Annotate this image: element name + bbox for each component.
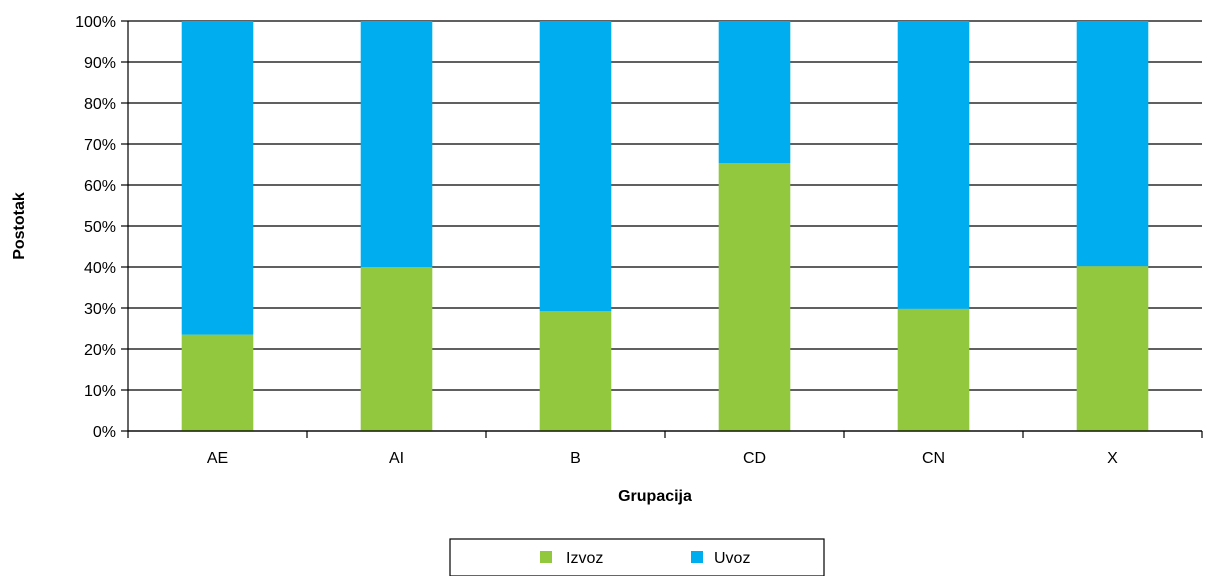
y-tick-label: 60% [84, 178, 116, 195]
legend: Izvoz Uvoz [449, 538, 825, 576]
x-tick-labels: AE AI B CD CN X [207, 450, 1118, 467]
bar-uvoz-ae [181, 21, 254, 335]
bar-izvoz-x [1076, 266, 1149, 431]
legend-swatch-uvoz [691, 551, 703, 563]
bar-izvoz-cn [897, 308, 970, 431]
legend-box [449, 538, 825, 576]
y-tick-label: 80% [84, 96, 116, 113]
axes [121, 20, 1203, 438]
bar-izvoz-ae [181, 334, 254, 431]
x-tick-label: X [1107, 450, 1118, 467]
bars [181, 21, 1149, 431]
y-axis-title: Postotak [11, 192, 28, 260]
bar-uvoz-b [539, 21, 612, 312]
y-tick-label: 30% [84, 301, 116, 318]
y-tick-label: 20% [84, 342, 116, 359]
y-tick-label: 0% [93, 424, 116, 441]
legend-swatch-izvoz [540, 551, 552, 563]
y-tick-labels: 0% 10% 20% 30% 40% 50% 60% 70% 80% 90% 100% [75, 14, 116, 441]
bar-uvoz-cd [718, 21, 791, 164]
y-tick-label: 40% [84, 260, 116, 277]
x-tick-label: AE [207, 450, 228, 467]
bar-uvoz-x [1076, 21, 1149, 267]
bar-izvoz-cd [718, 163, 791, 431]
bar-izvoz-b [539, 311, 612, 431]
y-tick-label: 10% [84, 383, 116, 400]
gridlines [128, 20, 1202, 432]
x-tick-label: AI [389, 450, 404, 467]
y-tick-label: 70% [84, 137, 116, 154]
x-tick-label: CN [922, 450, 945, 467]
x-axis-title: Grupacija [618, 488, 692, 505]
bar-uvoz-ai [360, 21, 433, 267]
y-tick-label: 50% [84, 219, 116, 236]
bar-uvoz-cn [897, 21, 970, 309]
legend-label-izvoz: Izvoz [566, 550, 603, 567]
y-tick-label: 90% [84, 55, 116, 72]
x-tick-label: B [570, 450, 581, 467]
y-tick-label: 100% [75, 14, 116, 31]
bar-izvoz-ai [360, 267, 433, 431]
legend-label-uvoz: Uvoz [714, 550, 750, 567]
x-tick-label: CD [743, 450, 766, 467]
